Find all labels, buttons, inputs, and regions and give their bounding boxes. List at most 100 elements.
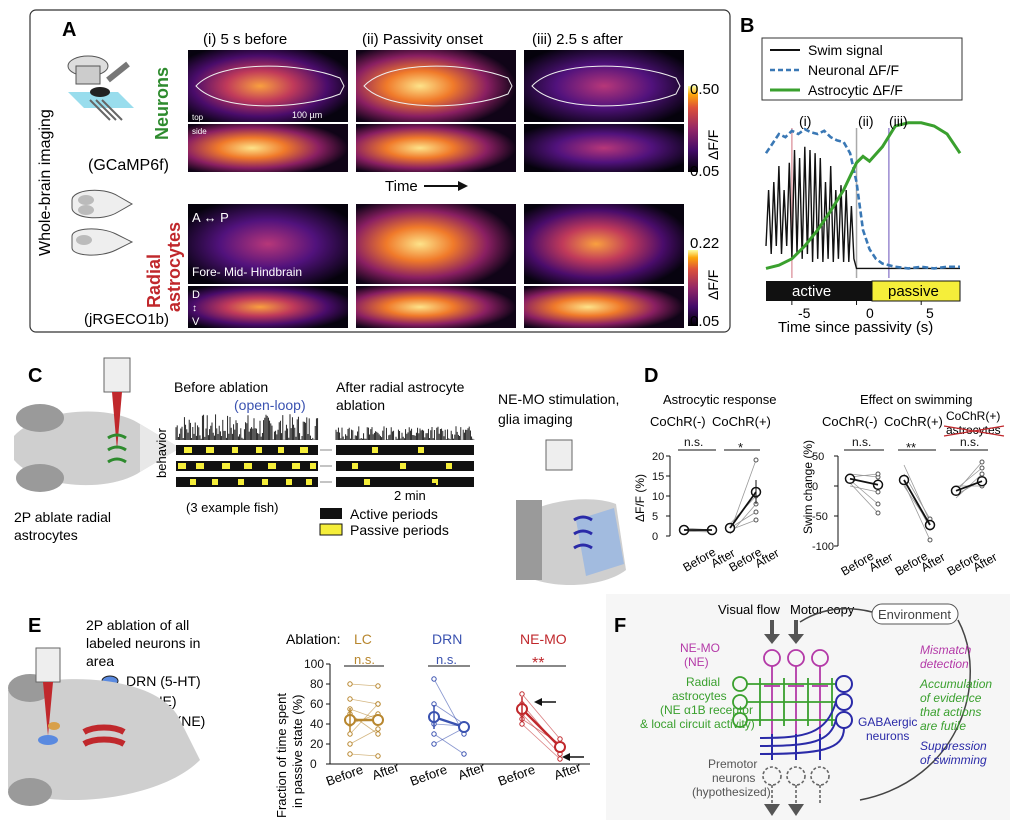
astro-response-title: Astrocytic response	[663, 392, 776, 407]
right-cochr-neg: CoChR(-)	[822, 414, 878, 429]
e-lc-xlabel-after: After	[370, 759, 402, 783]
env-loop-top	[799, 608, 873, 623]
panel-b: B Swim signal Neuronal ΔF/F Astrocytic Δ…	[740, 15, 963, 336]
left-cochr-neg: CoChR(-)	[650, 414, 706, 429]
neuron-side-ii	[356, 124, 516, 172]
col-header-iii: (iii) 2.5 s after	[532, 31, 623, 48]
neuron-colorbar	[688, 86, 698, 172]
after-passive-2-0	[364, 479, 370, 485]
legend-astro: Astrocytic ΔF/F	[808, 82, 903, 98]
strike-2	[943, 425, 1005, 437]
before-passive-0-1	[206, 447, 214, 453]
region-label: Fore- Mid- Hindbrain	[192, 265, 302, 279]
gaba-neurons	[759, 675, 853, 760]
active-bar	[766, 281, 872, 301]
astro-f-2: astrocytes	[672, 689, 727, 703]
astro-f-1: Radial	[686, 675, 720, 689]
supp-1: Suppression	[920, 739, 987, 753]
before-row-0	[176, 445, 318, 455]
before-passive-2-0	[190, 479, 196, 485]
accum-2: of evidence	[920, 691, 982, 705]
e-ytick-0: 100	[304, 657, 324, 671]
nemo-f-2: (NE)	[684, 655, 709, 669]
mark-i: (i)	[799, 113, 811, 129]
passive-label: passive	[888, 283, 939, 300]
e-lc-xlabel-before: Before	[324, 762, 365, 789]
neuronal-dff-line	[764, 127, 960, 270]
e-lc-before-dot-1	[347, 696, 353, 702]
e-ytick-1: 80	[310, 677, 324, 691]
panel-c-caption-1: 2P ablate radial	[14, 509, 111, 525]
group-drn: DRN	[432, 631, 462, 647]
e-lc-pair-1	[349, 698, 379, 705]
xtick-neg5: -5	[798, 305, 811, 321]
gaba-f-1: GABAergic	[858, 715, 917, 729]
legend-active: Active periods	[350, 506, 438, 522]
before-passive-1-5	[292, 463, 300, 469]
astro-sensor-label: (jRGECO1b)	[84, 311, 169, 328]
d-left-pos-dot-0	[753, 457, 759, 463]
d-right-pair-0-1	[849, 479, 879, 505]
e-lc-before-dot-0	[347, 681, 353, 687]
astrocytic-dff-line	[765, 121, 962, 270]
before-passive-0-4	[278, 447, 284, 453]
side-label: side	[192, 127, 207, 136]
after-row-2	[336, 477, 474, 487]
before-passive-1-0	[178, 463, 186, 469]
e-lc-after-dot-2	[375, 731, 381, 737]
neuron-top-i	[188, 50, 348, 122]
d-left-ytick-4: 0	[652, 531, 658, 543]
e-ylabel-2: in passive state (%)	[290, 695, 305, 808]
nemo-stim-brain-icon	[516, 439, 626, 585]
before-passive-0-3	[256, 447, 262, 453]
before-passive-2-1	[212, 479, 218, 485]
d-right-dot-1-2	[927, 537, 933, 543]
d-right-ytick-0: 50	[812, 451, 824, 463]
ablation-brain-icon	[14, 357, 180, 492]
e-lc-before-dot-5	[347, 751, 353, 757]
left-cochr-pos: CoChR(+)	[712, 414, 771, 429]
panel-b-xlabel: Time since passivity (s)	[778, 319, 933, 336]
d-right-mean-line-1	[903, 479, 931, 526]
dv-arrow-label: ↕	[192, 303, 197, 314]
neuron-heatmaps: top side 100 µm	[188, 50, 684, 172]
e-drn-mean-after	[458, 721, 470, 733]
d-left-ytick-1: 15	[652, 471, 664, 483]
e-nemo-mean-after	[554, 741, 566, 753]
environment-box	[871, 603, 959, 625]
col-header-ii: (ii) Passivity onset	[362, 31, 484, 48]
e-arrow-after-head	[562, 753, 570, 761]
astro-cbar-max: 0.22	[690, 235, 719, 252]
before-ablation-label: Before ablation	[174, 379, 268, 395]
legend-passive: Passive periods	[350, 522, 449, 538]
legend-active-swatch	[320, 508, 342, 519]
before-behavior-hist	[175, 414, 319, 440]
before-passive-1-6	[310, 463, 316, 469]
astro-label-line1: Radial	[144, 254, 164, 308]
after-row-0	[336, 445, 474, 455]
ap-axis-label: A ↔ P	[192, 210, 229, 225]
e-nemo-star: **	[532, 655, 544, 672]
d-right-dot-0-4	[875, 489, 881, 495]
panel-b-letter: B	[740, 15, 754, 37]
output-arrow-1	[764, 804, 780, 816]
mark-ii: (ii)	[858, 113, 874, 129]
astro-cbar-min: 0.05	[690, 313, 719, 330]
accum-1: Accumulation	[919, 677, 992, 691]
d-right-dot-2-3	[979, 465, 985, 471]
astro-colorbar	[688, 250, 698, 326]
e-lc-before-dot-4	[347, 741, 353, 747]
nemo-stim-line2: glia imaging	[498, 411, 573, 427]
after-ablation-line1: After radial astrocyte	[336, 379, 465, 395]
panel-c-letter: C	[28, 365, 42, 387]
accum-3: that actions	[920, 705, 981, 719]
dorsal-label: D	[192, 289, 200, 301]
d-right-ytick-1: 0	[812, 481, 818, 493]
d-right-pair-0-4	[849, 485, 879, 493]
env-loop-right	[859, 619, 971, 801]
astro-cbar-label: ΔF/F	[705, 270, 721, 300]
panel-a-frame	[29, 9, 731, 333]
before-passive-2-2	[238, 479, 244, 485]
e-drn-pair-3	[433, 727, 465, 745]
